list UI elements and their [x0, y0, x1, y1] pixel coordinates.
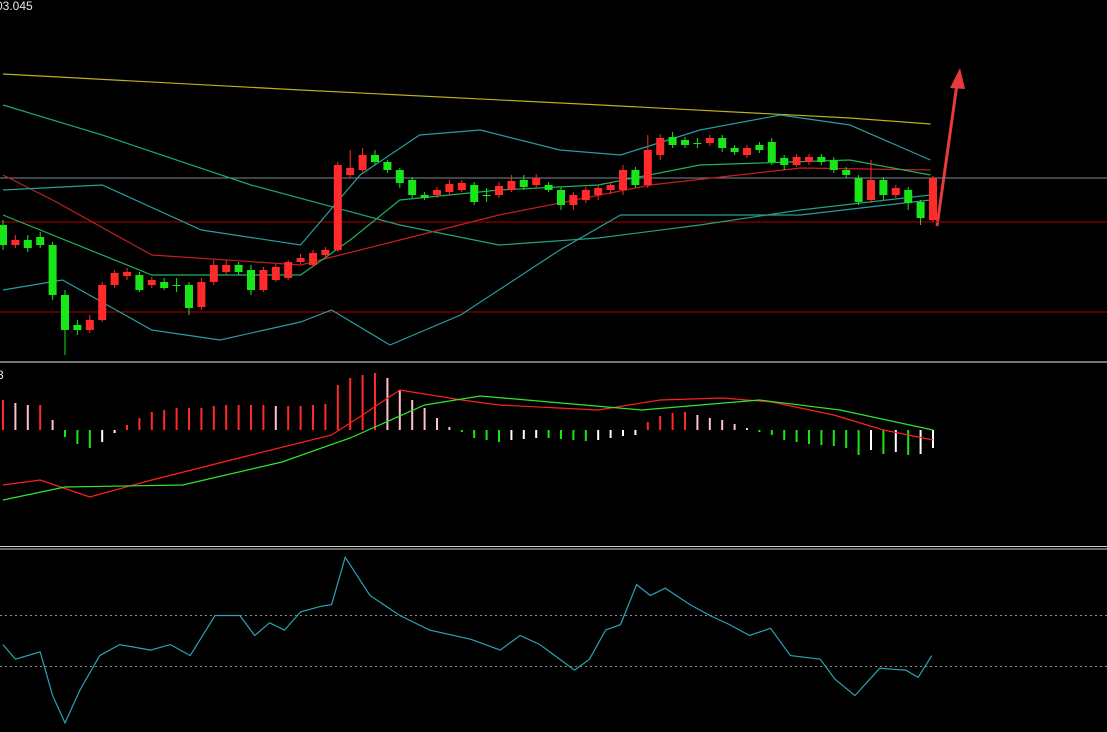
price-label: 03.045: [0, 0, 33, 13]
macd-line: [2, 389, 934, 498]
candle-body: [867, 180, 875, 200]
candle-body: [743, 148, 751, 155]
candle-body: [929, 178, 937, 220]
candle-body: [569, 195, 578, 205]
candle-body: [222, 265, 231, 272]
candle-body: [408, 180, 417, 195]
moving-average: [2, 73, 931, 125]
candle-body: [482, 195, 491, 196]
candle-body: [891, 188, 900, 195]
candle-body: [705, 138, 714, 143]
candle-body: [333, 165, 342, 250]
candle-body: [110, 273, 119, 285]
candle-body: [656, 138, 665, 155]
candle-body: [420, 195, 429, 198]
arrow-head: [950, 68, 965, 89]
candle-body: [817, 157, 826, 162]
candle-body: [185, 285, 193, 308]
candle-body: [557, 190, 565, 205]
candle-body: [668, 137, 677, 145]
candle-body: [916, 202, 925, 218]
candle-body: [346, 168, 355, 175]
candle-body: [879, 180, 888, 195]
candle-body: [829, 160, 838, 170]
moving-average: [2, 199, 931, 346]
candle-body: [271, 267, 280, 280]
candle-body: [296, 258, 305, 262]
candle-body: [507, 181, 516, 190]
candle-body: [606, 185, 615, 190]
candle-body: [48, 245, 57, 295]
candle-body: [0, 225, 7, 245]
candle-body: [581, 190, 590, 200]
candle-body: [383, 162, 392, 170]
macd-label: 3: [0, 368, 4, 382]
candle-body: [309, 253, 317, 265]
candle-body: [284, 262, 293, 278]
annotation-arrow: [935, 68, 965, 227]
candle-body: [147, 280, 156, 285]
candle-body: [395, 170, 404, 183]
candle-body: [792, 157, 801, 165]
candle-body: [693, 143, 702, 144]
candle-body: [594, 188, 603, 195]
arrow-shaft: [935, 83, 959, 227]
candle-body: [470, 185, 479, 202]
candle-body: [358, 155, 367, 170]
candle-body: [11, 240, 20, 245]
candle-body: [259, 270, 268, 290]
candle-body: [36, 237, 45, 245]
macd-line: [2, 395, 934, 501]
candle-body: [73, 325, 82, 330]
candle-body: [123, 272, 131, 276]
candle-body: [805, 157, 813, 162]
candle-body: [842, 170, 851, 175]
candle-body: [643, 150, 652, 185]
candle-body: [780, 158, 789, 165]
candle-body: [495, 186, 503, 195]
candle-body: [681, 140, 689, 145]
candle-body: [532, 178, 541, 185]
candle-body: [433, 190, 441, 195]
candle-body: [160, 282, 169, 288]
moving-average: [2, 167, 931, 266]
candle-body: [247, 270, 255, 290]
candle-body: [457, 183, 466, 190]
candle-body: [854, 178, 863, 202]
candle-body: [631, 170, 640, 185]
candle-body: [519, 180, 528, 187]
candle-body: [544, 185, 553, 190]
candle-body: [197, 282, 206, 307]
candle-body: [209, 265, 218, 282]
indicator-line: [2, 555, 933, 725]
candle-body: [135, 275, 144, 290]
candle-body: [321, 250, 330, 255]
candle-body: [755, 145, 764, 150]
moving-average: [2, 104, 931, 246]
candle-body: [23, 240, 32, 248]
candle-body: [904, 190, 913, 203]
candle-body: [172, 285, 181, 286]
candle-body: [718, 138, 727, 148]
candle-body: [85, 320, 94, 330]
candle-body: [730, 148, 739, 152]
moving-average: [2, 114, 931, 246]
candle-body: [61, 295, 69, 330]
candle-body: [98, 285, 107, 320]
candle-body: [371, 155, 379, 162]
moving-average: [2, 159, 931, 276]
candle-body: [767, 142, 776, 162]
candle-body: [234, 265, 243, 272]
candle-body: [445, 184, 454, 192]
candle-body: [619, 170, 627, 190]
